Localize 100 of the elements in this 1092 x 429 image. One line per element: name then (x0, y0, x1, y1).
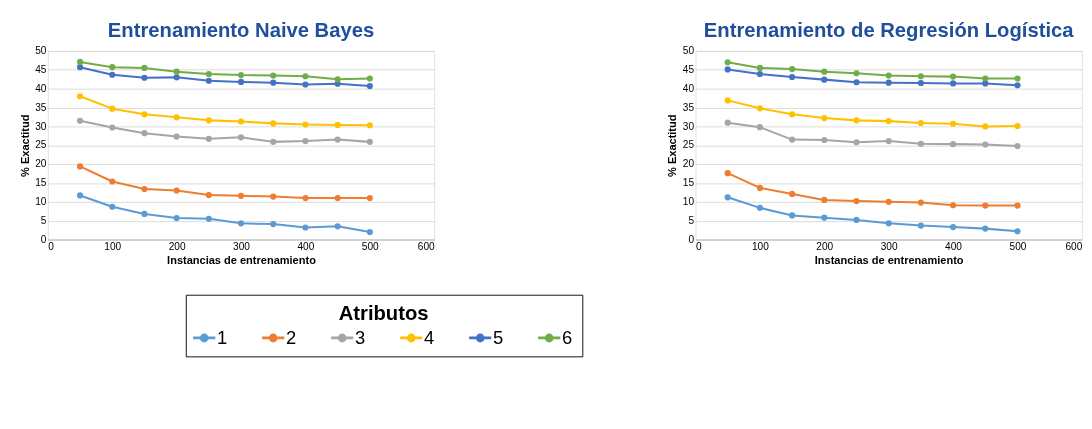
point (821, 76, 828, 83)
point (76, 58, 84, 65)
y-axis-title: % Exactitud (18, 114, 31, 177)
y-tick-label: 20 (35, 158, 47, 170)
y-tick-label: 10 (682, 196, 695, 208)
legend-label: 5 (493, 326, 504, 348)
point (109, 71, 116, 78)
y-tick-label: 5 (40, 214, 47, 226)
x-tick-label: 400 (945, 241, 963, 253)
point (76, 163, 84, 170)
point (205, 117, 212, 124)
point (1014, 75, 1021, 82)
point (270, 221, 277, 228)
point (1014, 142, 1021, 150)
legend-label: 6 (562, 326, 573, 348)
point (885, 118, 892, 125)
y-tick-label: 40 (682, 82, 695, 94)
point (982, 141, 989, 148)
point (141, 185, 148, 193)
point (982, 202, 989, 209)
x-tick-label: 100 (104, 241, 122, 253)
x-tick-label: 0 (48, 241, 55, 253)
legend-label: 2 (286, 326, 297, 348)
point (237, 118, 245, 125)
x-axis-title: Instancias de entrenamiento (167, 253, 317, 266)
point (173, 114, 180, 121)
point (302, 194, 309, 202)
point (982, 225, 989, 232)
point (173, 68, 180, 75)
point (1014, 122, 1021, 130)
point (366, 82, 373, 90)
point (917, 79, 924, 87)
y-tick-label: 20 (682, 158, 695, 170)
point (141, 64, 148, 72)
legend-label: 3 (355, 326, 366, 348)
point (109, 64, 116, 71)
y-tick-label: 50 (682, 45, 695, 57)
x-tick-label: 600 (1065, 241, 1083, 253)
point (1014, 228, 1021, 235)
x-tick-label: 500 (1009, 241, 1027, 253)
point (237, 220, 245, 227)
point (109, 124, 116, 131)
point (173, 74, 180, 81)
point (756, 204, 763, 211)
y-tick-label: 30 (35, 120, 47, 132)
point (789, 73, 796, 81)
point (302, 138, 309, 145)
point (334, 121, 341, 128)
point (270, 79, 277, 86)
point (302, 81, 309, 88)
legend-label: 1 (217, 326, 228, 348)
point (950, 224, 957, 231)
point (237, 72, 245, 79)
point (756, 70, 763, 78)
y-tick-label: 15 (682, 177, 695, 189)
point (334, 76, 341, 83)
point (853, 216, 860, 224)
point (821, 68, 828, 75)
point (950, 120, 957, 127)
point (109, 203, 116, 210)
point (302, 121, 309, 128)
point (1014, 82, 1021, 89)
point (917, 199, 924, 206)
point (756, 184, 763, 191)
point (366, 228, 373, 236)
point (724, 194, 731, 201)
y-tick-label: 15 (35, 177, 47, 189)
point (237, 78, 245, 85)
point (109, 178, 116, 185)
y-tick-label: 5 (688, 214, 695, 226)
point (205, 70, 212, 78)
point (821, 136, 828, 144)
y-tick-label: 35 (682, 101, 695, 113)
x-tick-label: 300 (880, 241, 898, 253)
point (853, 70, 860, 77)
point (173, 187, 180, 194)
point (950, 141, 957, 148)
point (173, 133, 180, 140)
point (756, 124, 763, 131)
legend-label: 4 (424, 326, 435, 348)
x-tick-label: 200 (168, 241, 186, 253)
x-tick-label: 200 (816, 241, 834, 253)
point (917, 73, 924, 80)
point (789, 212, 796, 219)
point (789, 190, 796, 197)
point (853, 79, 860, 86)
y-tick-label: 45 (682, 64, 695, 76)
point (756, 105, 763, 112)
point (885, 198, 892, 205)
point (302, 73, 309, 80)
point (885, 79, 892, 86)
point (982, 123, 989, 130)
point (789, 136, 796, 143)
point (270, 120, 277, 127)
point (853, 198, 860, 205)
point (756, 64, 763, 72)
y-tick-label: 50 (35, 45, 47, 57)
point (205, 135, 212, 142)
x-tick-label: 300 (233, 241, 251, 253)
point (173, 214, 180, 222)
